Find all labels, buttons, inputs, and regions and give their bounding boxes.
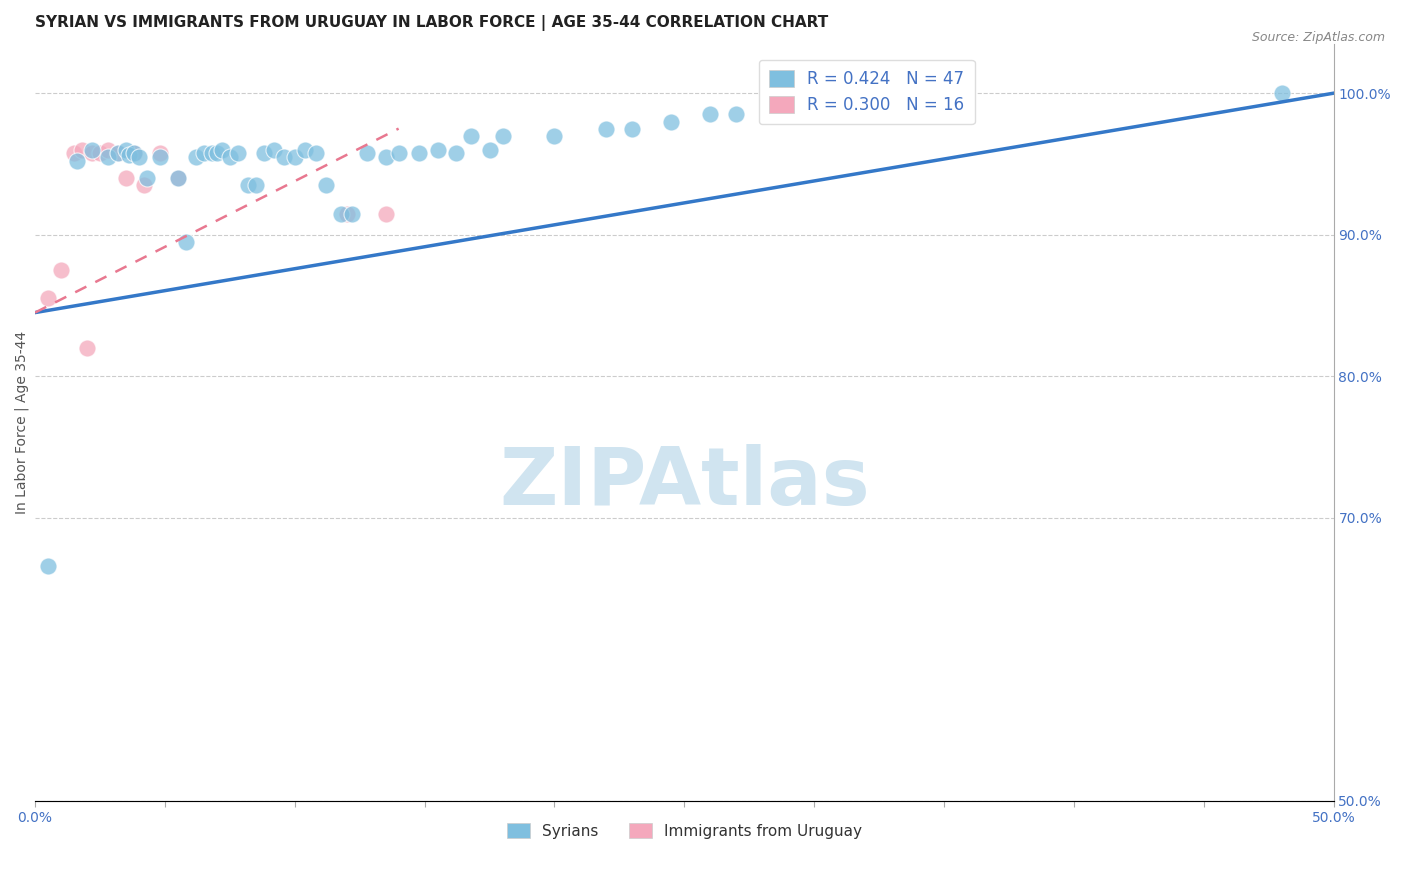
Point: [699, 107, 721, 121]
Point: [336, 206, 359, 220]
Point: [543, 128, 565, 143]
Point: [76, 341, 98, 355]
Point: [245, 178, 267, 193]
Point: [89, 145, 111, 160]
Point: [128, 150, 150, 164]
Text: ZIPAtlas: ZIPAtlas: [499, 444, 870, 522]
Point: [621, 121, 644, 136]
Point: [304, 145, 326, 160]
Point: [659, 114, 682, 128]
Point: [294, 143, 316, 157]
Point: [205, 145, 228, 160]
Point: [725, 107, 748, 121]
Point: [82, 143, 104, 157]
Point: [388, 145, 411, 160]
Point: [122, 145, 145, 160]
Point: [201, 145, 224, 160]
Point: [70, 143, 93, 157]
Point: [211, 143, 233, 157]
Point: [491, 128, 513, 143]
Point: [478, 143, 501, 157]
Point: [284, 150, 307, 164]
Point: [460, 128, 482, 143]
Point: [65, 154, 87, 169]
Point: [82, 145, 104, 160]
Point: [167, 171, 190, 186]
Text: SYRIAN VS IMMIGRANTS FROM URUGUAY IN LABOR FORCE | AGE 35-44 CORRELATION CHART: SYRIAN VS IMMIGRANTS FROM URUGUAY IN LAB…: [35, 15, 828, 31]
Point: [315, 178, 337, 193]
Point: [1271, 86, 1294, 100]
Point: [122, 145, 145, 160]
Text: Source: ZipAtlas.com: Source: ZipAtlas.com: [1251, 31, 1385, 45]
Point: [97, 150, 120, 164]
Point: [149, 150, 172, 164]
Point: [107, 145, 129, 160]
Point: [374, 206, 396, 220]
Point: [426, 143, 449, 157]
Point: [252, 145, 274, 160]
Point: [167, 171, 190, 186]
Point: [134, 178, 156, 193]
Point: [193, 145, 215, 160]
Point: [117, 148, 139, 162]
Point: [374, 150, 396, 164]
Point: [115, 171, 138, 186]
Point: [97, 143, 120, 157]
Point: [226, 145, 249, 160]
Point: [356, 145, 378, 160]
Point: [135, 171, 157, 186]
Point: [444, 145, 467, 160]
Point: [149, 145, 172, 160]
Y-axis label: In Labor Force | Age 35-44: In Labor Force | Age 35-44: [15, 331, 30, 514]
Point: [218, 150, 240, 164]
Point: [174, 235, 197, 249]
Point: [63, 145, 86, 160]
Point: [37, 292, 59, 306]
Point: [340, 206, 363, 220]
Point: [107, 145, 129, 160]
Point: [263, 143, 285, 157]
Point: [595, 121, 617, 136]
Point: [49, 263, 72, 277]
Point: [330, 206, 353, 220]
Point: [236, 178, 259, 193]
Point: [37, 558, 59, 573]
Point: [115, 143, 138, 157]
Point: [408, 145, 430, 160]
Legend: Syrians, Immigrants from Uruguay: Syrians, Immigrants from Uruguay: [499, 815, 869, 847]
Point: [273, 150, 295, 164]
Point: [184, 150, 207, 164]
